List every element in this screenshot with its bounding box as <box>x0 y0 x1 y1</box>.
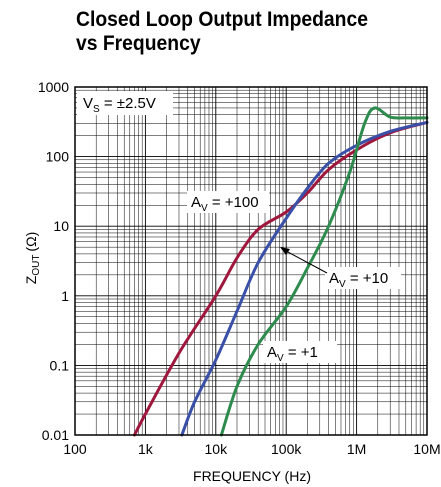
label-av100-bg <box>187 191 269 213</box>
label-av1-text: AV = +1 <box>267 344 318 364</box>
label-av10-rest: = +10 <box>346 270 389 287</box>
label-av10-main: A <box>329 270 339 287</box>
y-tick-label: 1 <box>61 288 69 304</box>
y-tick-label: 0.1 <box>50 357 70 373</box>
y-axis-label-main: Z <box>23 275 39 284</box>
label-av10: AV = +10 <box>280 247 401 290</box>
x-tick-label: 10M <box>413 441 440 457</box>
condition-box: VS = ±2.5V <box>77 91 173 115</box>
y-axis-label-sub: OUT <box>31 255 42 276</box>
label-av10-arrow-line <box>285 250 328 274</box>
x-tick-label: 100 <box>63 441 87 457</box>
y-tick-label: 100 <box>46 149 70 165</box>
label-av100-text: AV = +100 <box>191 194 259 214</box>
label-av1-main: A <box>267 344 277 361</box>
label-av100-sub: V <box>201 203 208 214</box>
condition-label: VS = ±2.5V <box>83 95 156 115</box>
condition-main: V <box>83 95 93 112</box>
x-tick-label: 100k <box>271 441 302 457</box>
chart-title-line-2: vs Frequency <box>76 32 201 55</box>
condition-sub: S <box>93 104 100 115</box>
chart-title: Closed Loop Output Impedance vs Frequenc… <box>76 8 368 56</box>
grid <box>74 87 427 436</box>
x-tick-label: 1M <box>347 441 366 457</box>
series-layer <box>133 106 429 437</box>
label-av10-arrow-head <box>280 247 290 255</box>
label-av1-sub: V <box>277 353 284 364</box>
plot-frame <box>74 86 428 436</box>
chart-title-line-1: Closed Loop Output Impedance <box>76 8 368 31</box>
y-axis-label: ZOUT (Ω) <box>23 232 42 284</box>
y-tick-label: 10 <box>53 218 69 234</box>
series-line-av1 <box>219 106 429 437</box>
condition-rest: = ±2.5V <box>100 95 156 112</box>
x-tick-label: 10k <box>205 441 229 457</box>
label-av100: AV = +100 <box>187 191 269 214</box>
tick-labels: 100 1k 10k 100k 1M 10M 1000 100 10 1 0.1 0.01 <box>38 79 441 457</box>
x-tick-label: 1k <box>138 441 154 457</box>
label-av100-rest: = +100 <box>208 194 259 211</box>
label-av1: AV = +1 <box>263 341 337 364</box>
y-tick-label: 0.01 <box>42 427 69 443</box>
label-av10-sub: V <box>339 279 346 290</box>
label-av10-bg <box>325 267 401 289</box>
x-axis-label: FREQUENCY (Hz) <box>193 468 311 484</box>
label-av10-text: AV = +10 <box>329 270 388 290</box>
label-av1-bg <box>263 341 337 363</box>
condition-box-bg <box>77 91 173 115</box>
label-av1-rest: = +1 <box>284 344 318 361</box>
y-tick-label: 1000 <box>38 79 69 95</box>
label-av100-main: A <box>191 194 201 211</box>
y-axis-label-unit: (Ω) <box>23 232 39 252</box>
series-line-av10 <box>180 120 429 437</box>
